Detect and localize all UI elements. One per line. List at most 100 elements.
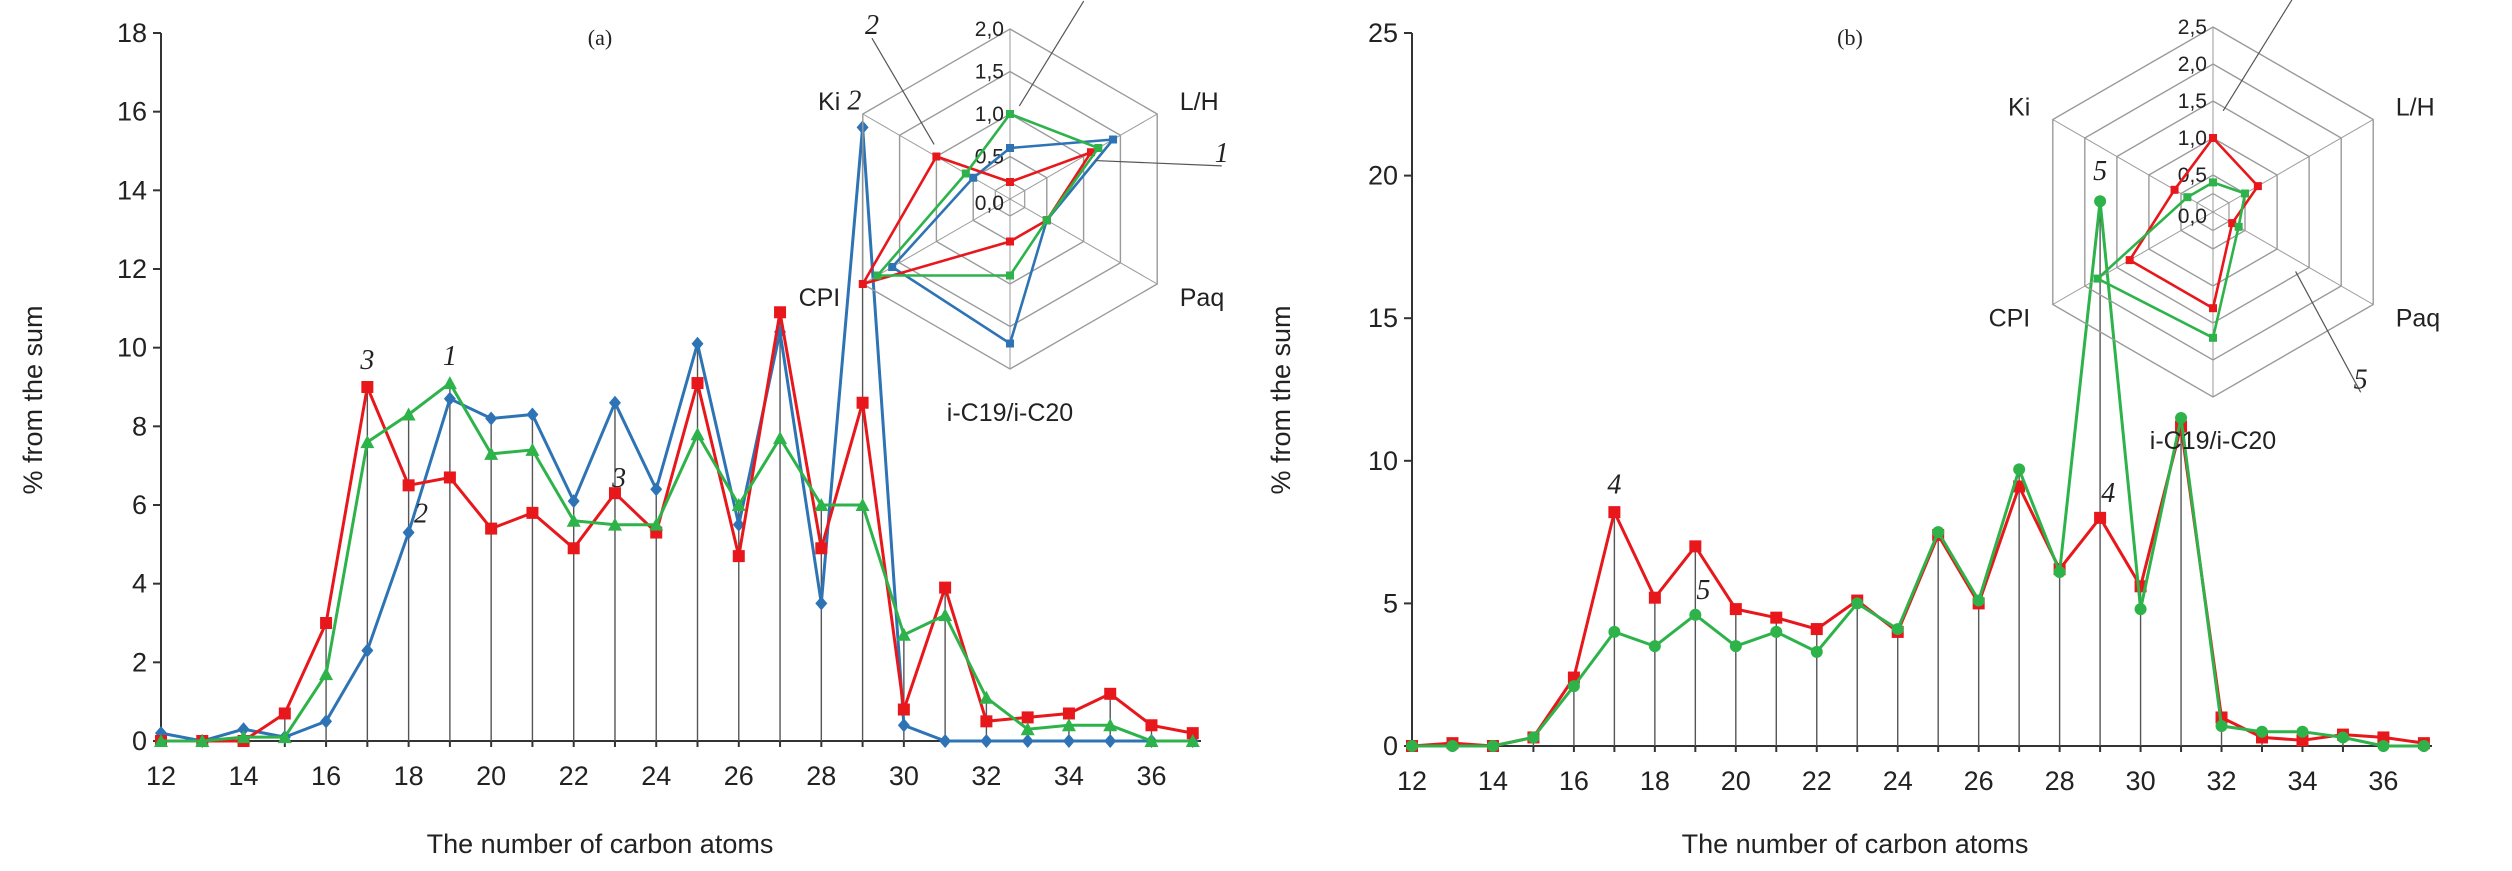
radar-series-2-point [1006, 237, 1014, 246]
panel-a-y-axis-label: % from the sum [18, 305, 48, 494]
series-2-point [443, 471, 456, 484]
series-3-line [161, 380, 1193, 743]
series-5-point [1770, 625, 1783, 638]
radar-axis-label: Ki [2008, 94, 2030, 122]
series-4-point [1729, 603, 1742, 616]
radar-series-3-point [1006, 271, 1014, 280]
series-2-point [732, 550, 745, 563]
radar-series-3-point [961, 169, 970, 178]
curve-number-label: 4 [2101, 478, 2115, 509]
curve-number-label: 5 [2093, 156, 2107, 187]
series-5-point [1810, 645, 1823, 658]
series-4-point [2296, 734, 2309, 747]
radar-curve-label: 1 [1215, 138, 1229, 169]
series-5-line [1412, 201, 2424, 748]
y-tick-label: 15 [1368, 303, 1398, 333]
series-2-point [1104, 687, 1117, 700]
y-tick-label: 6 [132, 490, 147, 520]
series-1-point [980, 734, 993, 748]
series-4-point [1608, 506, 1621, 519]
series-5-point [2013, 463, 2026, 476]
radar-tick-label: 2,0 [2178, 53, 2207, 76]
series-1-point [485, 411, 498, 426]
radar-series-2-point [1086, 148, 1095, 157]
series-3-point [938, 608, 953, 622]
series-5-point [2296, 725, 2309, 738]
series-3-point [1103, 718, 1118, 732]
series-1-point [1062, 734, 1075, 748]
radar-axis-label: L/H [2396, 94, 2435, 122]
radar-series-5-point [2209, 178, 2217, 187]
x-tick-label: 22 [559, 761, 589, 791]
series-1-point [897, 718, 910, 733]
x-tick-label: 18 [394, 761, 424, 791]
series-2-point [1186, 727, 1199, 740]
x-tick-label: 24 [641, 761, 671, 791]
series-5-point [1972, 594, 1985, 607]
panel-a: (a) % from the sum The number of carbon … [18, 0, 1229, 859]
x-tick-label: 30 [889, 761, 919, 791]
radar-axis-label: C17/C25 [961, 0, 1060, 5]
series-5-point [2256, 725, 2268, 738]
radar-spoke [862, 198, 1011, 285]
y-tick-label: 2 [132, 647, 147, 677]
panel-b-x-axis-label: The number of carbon atoms [1682, 829, 2029, 859]
series-3-point [360, 435, 375, 449]
x-tick-label: 20 [1721, 766, 1751, 796]
series-3-point [442, 376, 457, 390]
series-3-point [855, 498, 870, 511]
series-1-point [1104, 734, 1117, 748]
series-2-point [774, 306, 787, 319]
series-3-point [566, 513, 581, 527]
y-tick-label: 0 [132, 726, 147, 756]
series-1-point [1021, 734, 1034, 748]
x-tick-label: 20 [476, 761, 506, 791]
x-tick-label: 14 [229, 761, 259, 791]
panel-b-y-axis-label: % from the sum [1266, 305, 1296, 494]
radar-series-5-point [2093, 274, 2102, 283]
radar-leader-line [1095, 159, 1222, 167]
series-5-point [2134, 603, 2147, 616]
x-tick-label: 24 [1883, 766, 1913, 796]
radar-series-4-point [2125, 256, 2134, 265]
series-2-point [278, 707, 291, 720]
series-5-point [2417, 740, 2430, 752]
radar-series-1-point [969, 173, 978, 182]
x-tick-label: 12 [146, 761, 176, 791]
series-1-point [608, 395, 621, 410]
radar-curve-label: 4 [2285, 0, 2299, 3]
series-5-point [1891, 623, 1904, 636]
x-tick-label: 32 [2207, 766, 2237, 796]
y-tick-label: 4 [132, 569, 147, 599]
radar-series-4-point [2209, 304, 2217, 313]
radar-series-1-point [1109, 135, 1118, 144]
series-3-point [814, 498, 829, 511]
series-2-point [1145, 719, 1158, 732]
radar-tick-label: 1,0 [975, 103, 1004, 126]
series-2-line [161, 312, 1193, 743]
x-tick-label: 26 [724, 761, 754, 791]
series-4-point [2094, 511, 2107, 524]
x-tick-label: 16 [1559, 766, 1589, 796]
series-1-line [160, 127, 1193, 743]
radar-tick-label: 1,0 [2178, 127, 2207, 150]
series-5-point [1446, 740, 1459, 752]
y-tick-label: 16 [117, 97, 147, 127]
series-3-point [401, 407, 416, 421]
series-2-point [608, 487, 621, 500]
series-1-point [650, 482, 663, 497]
series-5-point [1486, 740, 1499, 752]
x-tick-label: 22 [1802, 766, 1832, 796]
y-tick-label: 10 [1368, 446, 1398, 476]
series-1-point [361, 643, 374, 658]
radar-leader-line [2295, 271, 2362, 393]
radar-series-1-point [888, 263, 897, 271]
series-3-point [195, 734, 210, 747]
radar-series-4-point [2228, 219, 2237, 228]
series-1-point [237, 722, 250, 737]
curve-number-label: 1 [443, 341, 457, 372]
panel-a-label: (a) [588, 25, 612, 50]
series-3-point [484, 446, 499, 460]
x-tick-label: 30 [2126, 766, 2156, 796]
